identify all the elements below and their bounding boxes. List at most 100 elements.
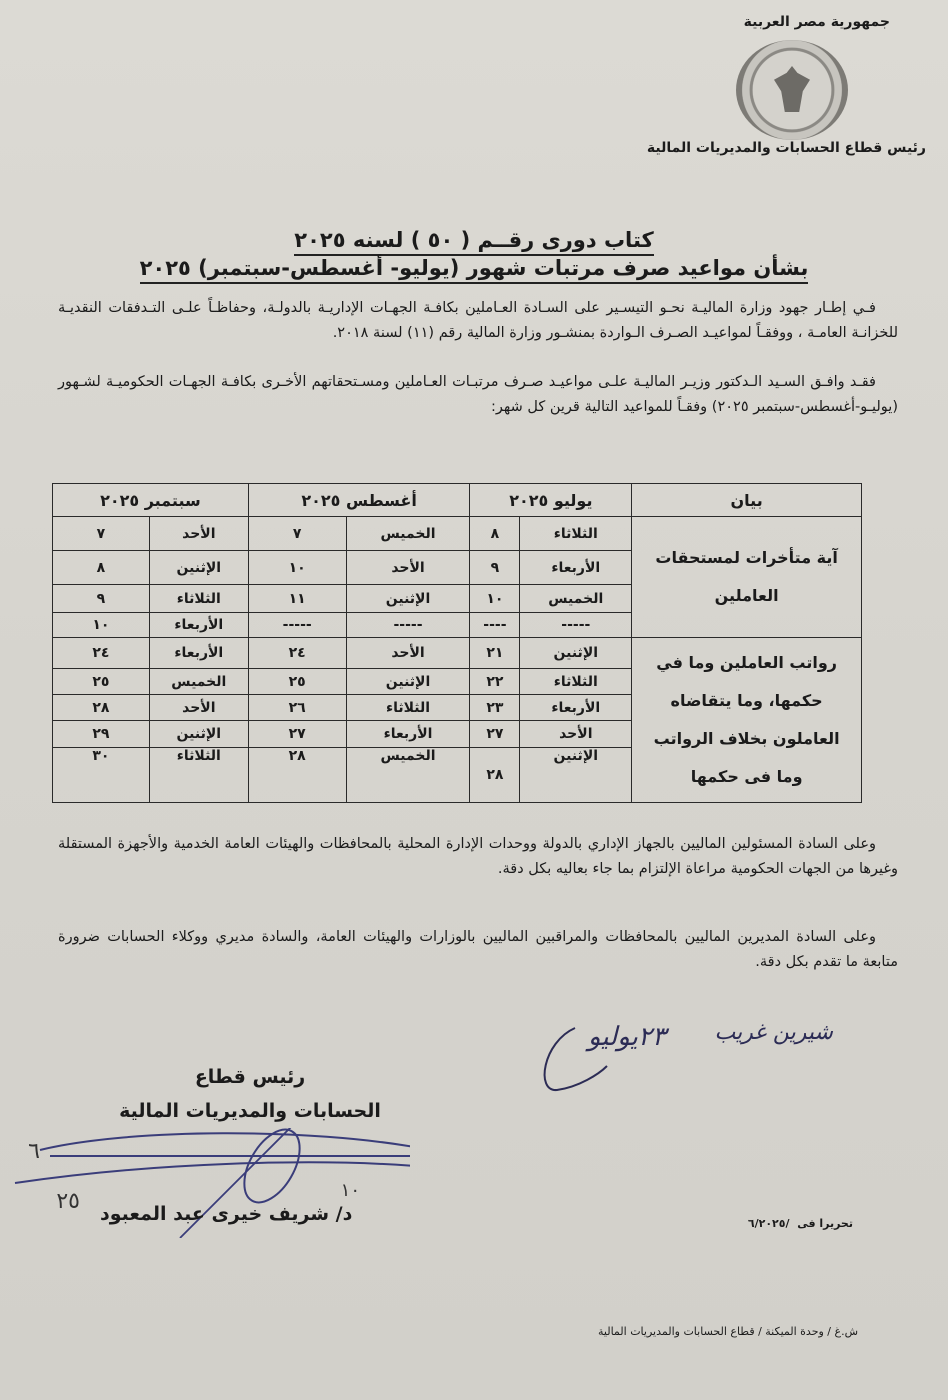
letterhead-department: رئيس قطاع الحسابات والمديريات المالية <box>646 140 926 156</box>
sep-day-cell: الأربعاء <box>148 612 249 638</box>
intro-paragraph-2: فقـد وافـق السـيد الـدكتور وزيـر الماليـ… <box>58 370 898 420</box>
title-line2: بشأن مواعيد صرف مرتبات شهور (يوليو- أغسط… <box>139 256 809 284</box>
july-date-cell: ١٠ <box>469 584 521 613</box>
intro-paragraph-1: فـي إطـار جهود وزارة الماليـة نحـو التيس… <box>58 296 898 346</box>
title-line1: كتاب دورى رقــم ( ٥٠ ) لسنه ٢٠٢٥ <box>294 228 654 256</box>
sig-number-3: ١٠ <box>341 1180 360 1201</box>
sep-date-cell: ١٠ <box>52 612 150 638</box>
aug-date-cell: ٢٦ <box>247 694 347 721</box>
handwritten-note: شيرين غريب <box>714 1020 833 1045</box>
row-description: رواتب العاملين وما في حكمها، وما يتقاضاه… <box>631 637 862 803</box>
issue-date: تحريرا فى /٦/٢٠٢٥ <box>748 1217 853 1230</box>
handwritten-date-signature <box>543 1027 608 1092</box>
date-value: /٦/٢٠٢٥ <box>747 1217 790 1230</box>
july-date-cell: ٩ <box>469 550 521 585</box>
sig-number-2: ٢٥ <box>56 1189 80 1214</box>
sep-day-cell: الإثنين <box>148 720 249 748</box>
july-day-cell: الأربعاء <box>519 694 633 721</box>
table-header-row: بيان يوليو ٢٠٢٥ أغسطس ٢٠٢٥ سبتمبر ٢٠٢٥ <box>52 483 862 517</box>
july-date-cell: ٢١ <box>469 637 521 669</box>
aug-day-cell: ----- <box>345 612 471 638</box>
closing-text-1: وعلى السادة المسئولين الماليين بالجهاز ا… <box>58 836 898 877</box>
handwritten-signature: ٦ ٢٥ ١٠ <box>14 1128 410 1238</box>
july-date-cell: ٨ <box>469 516 521 551</box>
july-date-cell: ٢٧ <box>469 720 521 748</box>
aug-date-cell: ٢٤ <box>247 637 347 669</box>
aug-date-cell: ١١ <box>247 584 347 613</box>
sep-date-cell: ٣٠ <box>52 747 150 803</box>
july-date-cell: ٢٢ <box>469 668 521 695</box>
letterhead-country: جمهورية مصر العربية <box>743 14 890 30</box>
header-july: يوليو ٢٠٢٥ <box>469 483 633 517</box>
closing-paragraph-2: وعلى السادة المديرين الماليين بالمحافظات… <box>58 925 898 975</box>
sep-day-cell: الأربعاء <box>148 637 249 669</box>
table-row: ----- ---- ----- ----- الأربعاء ١٠ <box>52 612 862 638</box>
document-title: كتاب دورى رقــم ( ٥٠ ) لسنه ٢٠٢٥ <box>0 228 948 256</box>
signature-title: رئيس قطاع الحسابات والمديريات المالية <box>90 1060 410 1128</box>
table-row: الثلاثاء ٢٢ الإثنين ٢٥ الخميس ٢٥ <box>52 668 862 695</box>
sig-number-1: ٦ <box>28 1139 40 1164</box>
july-day-cell: الخميس <box>519 584 633 613</box>
header-description: بيان <box>631 483 862 517</box>
table-row: الإثنين ٢٨ الخميس ٢٨ الثلاثاء ٣٠ <box>52 747 862 803</box>
july-day-cell: الأربعاء <box>519 550 633 585</box>
handwritten-date: ٢٣يوليو <box>588 1022 666 1052</box>
aug-date-cell: ----- <box>247 612 347 638</box>
sep-day-cell: الأحد <box>148 694 249 721</box>
sep-date-cell: ٢٨ <box>52 694 150 721</box>
document-subtitle: بشأن مواعيد صرف مرتبات شهور (يوليو- أغسط… <box>0 256 948 284</box>
sep-date-cell: ٧ <box>52 516 150 551</box>
table-row: الأحد ٢٧ الأربعاء ٢٧ الإثنين ٢٩ <box>52 720 862 748</box>
header-september: سبتمبر ٢٠٢٥ <box>52 483 249 517</box>
intro-text-1: فـي إطـار جهود وزارة الماليـة نحـو التيس… <box>58 300 898 341</box>
ministry-seal-icon <box>736 40 848 140</box>
aug-day-cell: الخميس <box>345 747 471 803</box>
july-day-cell: الثلاثاء <box>519 516 633 551</box>
aug-day-cell: الخميس <box>345 516 471 551</box>
aug-day-cell: الثلاثاء <box>345 694 471 721</box>
july-day-cell: الإثنين <box>519 637 633 669</box>
table-row: رواتب العاملين وما في حكمها، وما يتقاضاه… <box>52 637 862 803</box>
salary-schedule-table: بيان يوليو ٢٠٢٥ أغسطس ٢٠٢٥ سبتمبر ٢٠٢٥ آ… <box>52 483 862 803</box>
aug-day-cell: الأربعاء <box>345 720 471 748</box>
july-day-cell: ----- <box>519 612 633 638</box>
aug-date-cell: ٧ <box>247 516 347 551</box>
sep-date-cell: ٩ <box>52 584 150 613</box>
closing-text-2: وعلى السادة المديرين الماليين بالمحافظات… <box>58 929 898 970</box>
aug-date-cell: ٢٥ <box>247 668 347 695</box>
aug-date-cell: ٢٧ <box>247 720 347 748</box>
signature-title-line1: رئيس قطاع <box>194 1066 306 1088</box>
aug-day-cell: الإثنين <box>345 584 471 613</box>
intro-text-2: فقـد وافـق السـيد الـدكتور وزيـر الماليـ… <box>58 374 898 415</box>
sep-date-cell: ٢٩ <box>52 720 150 748</box>
closing-paragraph-1: وعلى السادة المسئولين الماليين بالجهاز ا… <box>58 832 898 882</box>
aug-date-cell: ٢٨ <box>247 747 347 803</box>
sep-date-cell: ٨ <box>52 550 150 585</box>
table-row: الخميس ١٠ الإثنين ١١ الثلاثاء ٩ <box>52 584 862 613</box>
aug-day-cell: الأحد <box>345 637 471 669</box>
july-day-cell: الأحد <box>519 720 633 748</box>
table-row: آية متأخرات لمستحقات العاملين الثلاثاء ٨ ال… <box>52 516 862 638</box>
sep-day-cell: الإثنين <box>148 550 249 585</box>
july-date-cell: ---- <box>469 612 521 638</box>
header-august: أغسطس ٢٠٢٥ <box>247 483 471 517</box>
sep-day-cell: الثلاثاء <box>148 584 249 613</box>
aug-day-cell: الأحد <box>345 550 471 585</box>
sep-date-cell: ٢٥ <box>52 668 150 695</box>
sep-day-cell: الأحد <box>148 516 249 551</box>
aug-day-cell: الإثنين <box>345 668 471 695</box>
row-description: آية متأخرات لمستحقات العاملين <box>631 516 862 638</box>
sep-day-cell: الثلاثاء <box>148 747 249 803</box>
sep-day-cell: الخميس <box>148 668 249 695</box>
aug-date-cell: ١٠ <box>247 550 347 585</box>
table-row: الأربعاء ٩ الأحد ١٠ الإثنين ٨ <box>52 550 862 585</box>
sep-date-cell: ٢٤ <box>52 637 150 669</box>
july-day-cell: الثلاثاء <box>519 668 633 695</box>
date-label: تحريرا فى <box>797 1217 853 1230</box>
eagle-emblem-icon <box>774 66 810 112</box>
july-day-cell: الإثنين <box>519 747 633 803</box>
signatory-name: د/ شريف خيرى عبد المعبود <box>100 1203 353 1225</box>
signature-title-line2: الحسابات والمديريات المالية <box>119 1100 381 1122</box>
july-date-cell: ٢٨ <box>469 747 521 803</box>
footer-reference: ش.غ / وحدة الميكنة / قطاع الحسابات والمد… <box>598 1325 858 1338</box>
